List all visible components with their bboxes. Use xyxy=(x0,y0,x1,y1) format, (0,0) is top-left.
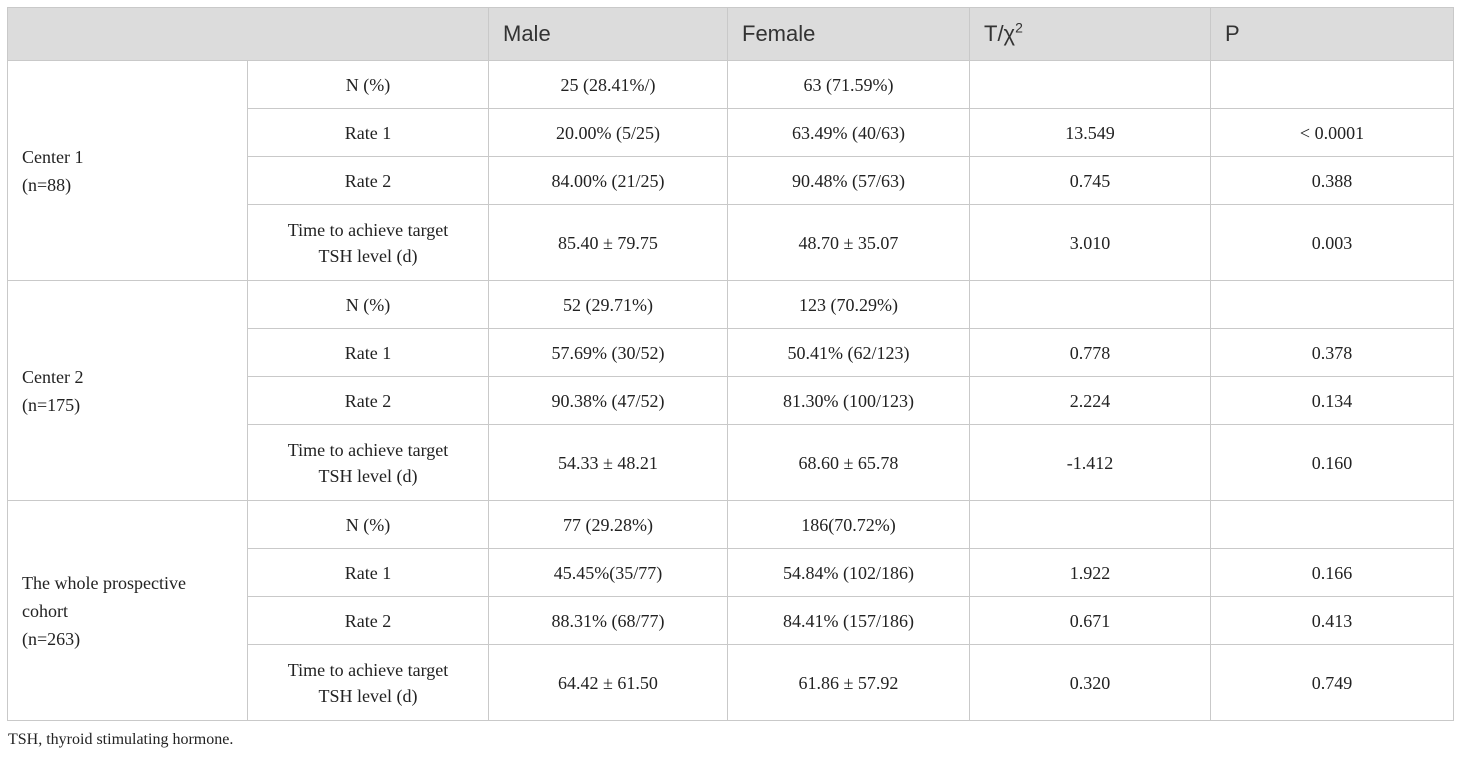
group-label-center-1: Center 1 (n=88) xyxy=(7,60,248,281)
header-statistic-superscript: 2 xyxy=(1015,19,1023,36)
p-cell: 0.003 xyxy=(1210,204,1454,281)
measure-cell: Rate 1 xyxy=(247,328,489,377)
measure-cell: N (%) xyxy=(247,60,489,109)
male-cell: 54.33 ± 48.21 xyxy=(488,424,728,501)
male-cell: 57.69% (30/52) xyxy=(488,328,728,377)
measure-cell: N (%) xyxy=(247,500,489,549)
table-row: Rate 2 84.00% (21/25) 90.48% (57/63) 0.7… xyxy=(8,156,1454,205)
p-cell: < 0.0001 xyxy=(1210,108,1454,157)
stat-cell: 2.224 xyxy=(969,376,1211,425)
table-row: Rate 1 57.69% (30/52) 50.41% (62/123) 0.… xyxy=(8,328,1454,377)
stat-cell: -1.412 xyxy=(969,424,1211,501)
male-cell: 84.00% (21/25) xyxy=(488,156,728,205)
male-cell: 45.45%(35/77) xyxy=(488,548,728,597)
stat-cell xyxy=(969,280,1211,329)
header-statistic-label: T/χ xyxy=(984,21,1016,46)
measure-line: TSH level (d) xyxy=(318,685,418,706)
header-female: Female xyxy=(727,7,970,61)
table-row: Rate 2 88.31% (68/77) 84.41% (157/186) 0… xyxy=(8,596,1454,645)
p-cell: 0.134 xyxy=(1210,376,1454,425)
table-row: Time to achieve target TSH level (d) 54.… xyxy=(8,424,1454,501)
male-cell: 52 (29.71%) xyxy=(488,280,728,329)
header-male: Male xyxy=(488,7,728,61)
female-cell: 84.41% (157/186) xyxy=(727,596,970,645)
measure-cell: Rate 2 xyxy=(247,596,489,645)
measure-cell: Time to achieve target TSH level (d) xyxy=(247,424,489,501)
header-blank xyxy=(7,7,489,61)
table-row: Rate 2 90.38% (47/52) 81.30% (100/123) 2… xyxy=(8,376,1454,425)
header-p: P xyxy=(1210,7,1454,61)
male-cell: 90.38% (47/52) xyxy=(488,376,728,425)
stat-cell xyxy=(969,60,1211,109)
group-label-line: The whole prospective xyxy=(22,572,186,593)
female-cell: 81.30% (100/123) xyxy=(727,376,970,425)
stat-cell: 13.549 xyxy=(969,108,1211,157)
table-row: Center 2 (n=175) N (%) 52 (29.71%) 123 (… xyxy=(7,280,1454,501)
measure-cell: Time to achieve target TSH level (d) xyxy=(247,204,489,281)
measure-line: Time to achieve target xyxy=(287,659,449,680)
group-label-line: (n=175) xyxy=(22,394,81,415)
measure-line: Time to achieve target xyxy=(287,439,449,460)
female-cell: 68.60 ± 65.78 xyxy=(727,424,970,501)
header-row: Male Female T/χ2 P xyxy=(7,7,1454,61)
p-cell: 0.160 xyxy=(1210,424,1454,501)
group-label-line: cohort xyxy=(22,600,68,621)
p-cell: 0.749 xyxy=(1210,644,1454,721)
measure-line: Time to achieve target xyxy=(287,219,449,240)
p-cell xyxy=(1210,500,1454,549)
header-statistic: T/χ2 xyxy=(969,7,1211,61)
stat-cell: 3.010 xyxy=(969,204,1211,281)
table-row: Center 1 (n=88) N (%) 25 (28.41%/) 63 (7… xyxy=(7,60,1454,281)
table-footnote: TSH, thyroid stimulating hormone. xyxy=(8,731,234,748)
measure-cell: Rate 1 xyxy=(247,548,489,597)
group-label-whole-cohort: The whole prospective cohort (n=263) xyxy=(7,500,248,721)
stat-cell: 0.671 xyxy=(969,596,1211,645)
stat-cell xyxy=(969,500,1211,549)
female-cell: 186(70.72%) xyxy=(727,500,970,549)
measure-cell: Rate 2 xyxy=(247,376,489,425)
measure-cell: N (%) xyxy=(247,280,489,329)
male-cell: 25 (28.41%/) xyxy=(488,60,728,109)
female-cell: 123 (70.29%) xyxy=(727,280,970,329)
female-cell: 50.41% (62/123) xyxy=(727,328,970,377)
female-cell: 61.86 ± 57.92 xyxy=(727,644,970,721)
p-cell: 0.413 xyxy=(1210,596,1454,645)
female-cell: 90.48% (57/63) xyxy=(727,156,970,205)
male-cell: 20.00% (5/25) xyxy=(488,108,728,157)
group-label-line: Center 2 xyxy=(22,366,84,387)
table-row: Rate 1 20.00% (5/25) 63.49% (40/63) 13.5… xyxy=(8,108,1454,157)
p-cell: 0.388 xyxy=(1210,156,1454,205)
measure-cell: Rate 1 xyxy=(247,108,489,157)
male-cell: 85.40 ± 79.75 xyxy=(488,204,728,281)
stat-cell: 0.778 xyxy=(969,328,1211,377)
p-cell xyxy=(1210,280,1454,329)
p-cell: 0.166 xyxy=(1210,548,1454,597)
p-cell: 0.378 xyxy=(1210,328,1454,377)
stat-cell: 1.922 xyxy=(969,548,1211,597)
table-row: The whole prospective cohort (n=263) N (… xyxy=(7,500,1454,721)
female-cell: 63.49% (40/63) xyxy=(727,108,970,157)
measure-cell: Time to achieve target TSH level (d) xyxy=(247,644,489,721)
female-cell: 54.84% (102/186) xyxy=(727,548,970,597)
group-label-line: Center 1 xyxy=(22,146,84,167)
stat-cell: 0.320 xyxy=(969,644,1211,721)
female-cell: 63 (71.59%) xyxy=(727,60,970,109)
table-row: Time to achieve target TSH level (d) 64.… xyxy=(8,644,1454,721)
male-cell: 64.42 ± 61.50 xyxy=(488,644,728,721)
measure-line: TSH level (d) xyxy=(318,465,418,486)
table-row: Rate 1 45.45%(35/77) 54.84% (102/186) 1.… xyxy=(8,548,1454,597)
group-label-center-2: Center 2 (n=175) xyxy=(7,280,248,501)
measure-cell: Rate 2 xyxy=(247,156,489,205)
female-cell: 48.70 ± 35.07 xyxy=(727,204,970,281)
male-cell: 88.31% (68/77) xyxy=(488,596,728,645)
stat-cell: 0.745 xyxy=(969,156,1211,205)
group-label-line: (n=263) xyxy=(22,628,81,649)
male-cell: 77 (29.28%) xyxy=(488,500,728,549)
results-table: Male Female T/χ2 P Center 1 (n=88) N (%)… xyxy=(7,7,1454,721)
group-label-line: (n=88) xyxy=(22,174,72,195)
measure-line: TSH level (d) xyxy=(318,245,418,266)
p-cell xyxy=(1210,60,1454,109)
